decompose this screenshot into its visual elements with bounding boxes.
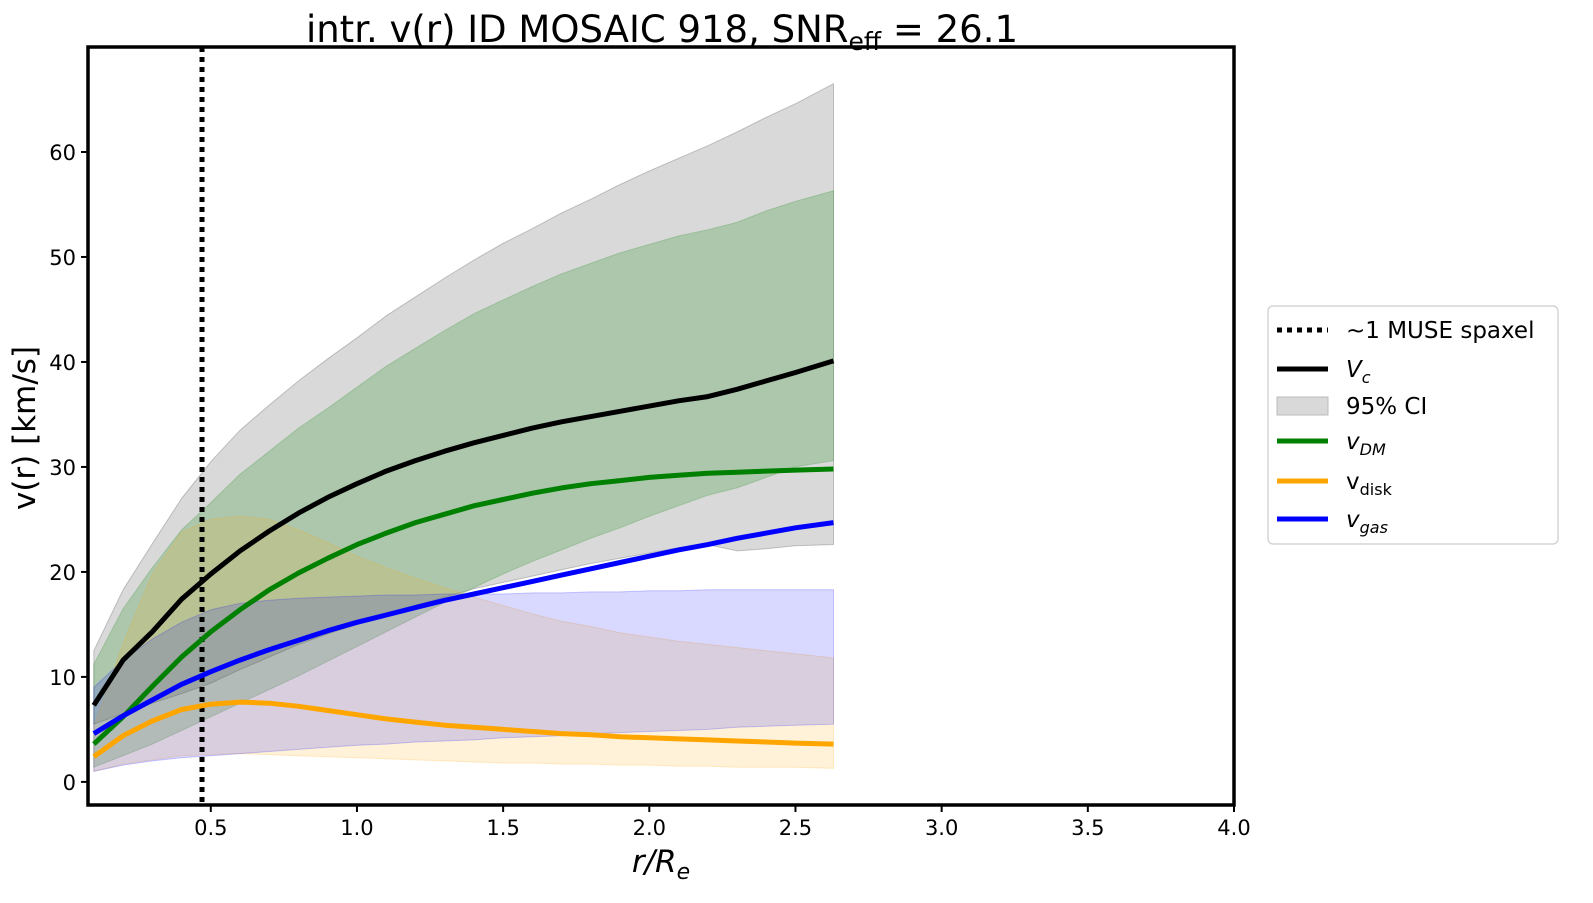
x-tick-label: 1.5 — [486, 816, 519, 840]
x-axis-ticks: 0.5 1.0 1.5 2.0 2.5 3.0 3.5 4.0 — [194, 805, 1251, 840]
x-tick-label: 2.5 — [779, 816, 812, 840]
y-tick-label: 20 — [49, 561, 76, 585]
vc-line — [91, 358, 835, 707]
legend-label-main: ~1 MUSE spaxel — [1346, 318, 1534, 344]
y-tick-label: 50 — [49, 246, 76, 270]
confidence-bands — [93, 82, 834, 773]
legend-label-main: v — [1346, 507, 1360, 533]
legend-label-main: v — [1346, 429, 1360, 455]
vgas-line — [92, 520, 834, 736]
series-lines — [91, 358, 835, 759]
legend-label-main: 95% CI — [1346, 394, 1427, 420]
x-tick-label: 3.0 — [925, 816, 958, 840]
x-axis-label: r/Re — [632, 844, 690, 885]
x-axis-label-main: r/R — [632, 844, 677, 880]
legend-label: ~1 MUSE spaxel — [1346, 318, 1534, 344]
legend-label: Vc — [1346, 357, 1371, 387]
x-tick-label: 3.5 — [1071, 816, 1104, 840]
x-tick-label: 4.0 — [1217, 816, 1250, 840]
legend-label-subscript: c — [1362, 368, 1371, 387]
vgas-ci-band — [93, 589, 834, 773]
x-axis-label-subscript: e — [677, 860, 691, 885]
chart-title: intr. v(r) ID MOSAIC 918, SNReff = 26.1 — [306, 8, 1018, 56]
x-tick-label: 0.5 — [194, 816, 227, 840]
y-axis-label: v(r) [km/s] — [7, 346, 43, 510]
legend-entry-vgas: vgas — [1277, 507, 1388, 537]
legend-label-subscript: disk — [1360, 480, 1393, 499]
legend-label: vdisk — [1346, 469, 1393, 499]
plot-frame — [86, 45, 1236, 807]
x-tick-label: 2.0 — [633, 816, 666, 840]
legend-label-main: V — [1346, 357, 1364, 383]
y-tick-label: 10 — [49, 666, 76, 690]
chart-title-subscript: eff — [849, 27, 882, 56]
legend-entry-vdisk: vdisk — [1277, 469, 1393, 499]
y-tick-label: 0 — [63, 771, 76, 795]
legend-label-subscript: gas — [1360, 518, 1388, 537]
y-tick-label: 30 — [49, 456, 76, 480]
x-tick-label: 1.0 — [340, 816, 373, 840]
legend-entry-vdm: vDM — [1277, 429, 1386, 459]
legend-swatch — [1276, 396, 1329, 416]
chart-title-prefix: intr. v(r) ID MOSAIC 918, SNR — [306, 8, 849, 51]
legend-label: vDM — [1346, 429, 1386, 459]
legend-label-main: v — [1346, 469, 1360, 495]
legend-label: 95% CI — [1346, 394, 1427, 420]
vdm-ci-band — [93, 190, 834, 768]
y-axis-ticks: 0 10 20 30 40 50 60 — [49, 141, 88, 795]
legend-label: vgas — [1346, 507, 1388, 537]
legend-label-subscript: DM — [1360, 440, 1386, 459]
vc-ci-band — [93, 82, 834, 725]
y-tick-label: 40 — [49, 351, 76, 375]
legend-entry-vc: Vc — [1277, 357, 1371, 387]
chart-title-suffix: = 26.1 — [881, 8, 1018, 51]
legend-entry-vline: ~1 MUSE spaxel — [1277, 318, 1534, 344]
legend-entry-ci: 95% CI — [1276, 394, 1427, 420]
vdm-line — [92, 466, 834, 746]
vdisk-line — [92, 699, 834, 759]
legend-box — [1267, 305, 1559, 545]
plot-frame-layer — [86, 45, 1236, 807]
y-tick-label: 60 — [49, 141, 76, 165]
